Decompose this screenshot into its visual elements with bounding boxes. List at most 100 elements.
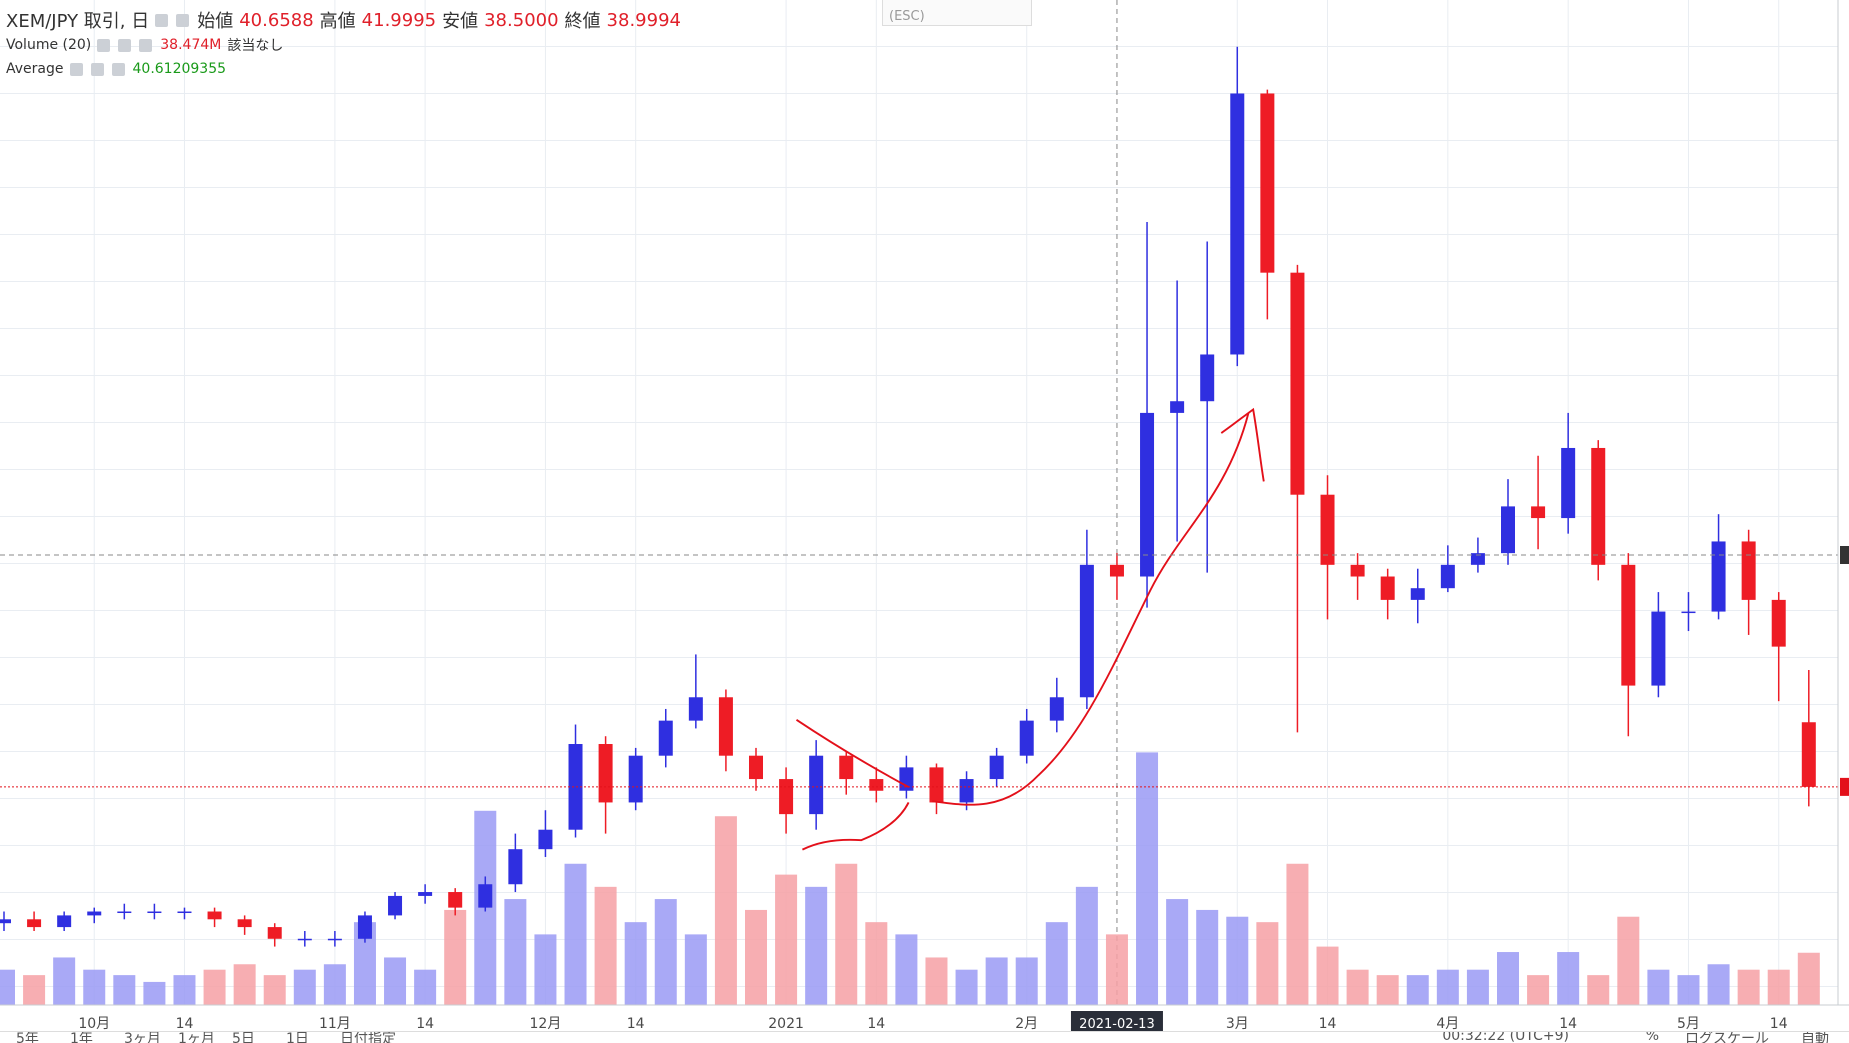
candle-body xyxy=(1350,564,1365,577)
candle-body xyxy=(1380,576,1395,600)
volume-bar xyxy=(323,964,346,1005)
candle-body xyxy=(327,938,342,941)
volume-bar xyxy=(1045,922,1068,1005)
icon[interactable] xyxy=(118,38,132,52)
volume-bar xyxy=(564,863,587,1005)
volume-bar xyxy=(1557,952,1580,1005)
open-label: 始値 xyxy=(197,11,234,32)
volume-bar xyxy=(805,886,828,1005)
x-tick-label: 12月 xyxy=(530,1016,562,1032)
toolbar-button[interactable]: % xyxy=(1645,1031,1659,1043)
candle-body xyxy=(1801,722,1816,787)
toolbar-button[interactable]: 5年 xyxy=(16,1031,39,1043)
candle-body xyxy=(57,915,72,928)
x-tick-label: 14 xyxy=(627,1016,645,1032)
x-tick-label: 2021-02-13 xyxy=(1079,1017,1155,1032)
icon[interactable] xyxy=(97,38,111,52)
candle-body xyxy=(1170,401,1185,413)
candle-body xyxy=(1320,494,1335,565)
open-value: 40.6588 xyxy=(239,9,314,31)
volume-bar xyxy=(624,922,647,1005)
volume-name[interactable]: Volume (20) xyxy=(6,37,92,53)
volume-bar xyxy=(113,975,136,1005)
toolbar-button[interactable]: 3ヶ月 xyxy=(124,1031,161,1043)
average-name[interactable]: Average xyxy=(6,61,64,77)
toolbar-button[interactable]: 5日 xyxy=(232,1031,255,1043)
volume-bar xyxy=(654,899,677,1005)
volume-bar xyxy=(1346,969,1369,1005)
candle-body xyxy=(1470,553,1485,565)
candle-body xyxy=(749,755,763,780)
high-value: 41.9995 xyxy=(361,9,437,31)
volume-bar xyxy=(925,957,948,1005)
volume-bar xyxy=(1196,909,1219,1005)
tooltip[interactable]: (ESC) xyxy=(882,0,1032,26)
x-tick-label: 14 xyxy=(176,1016,194,1032)
volume-bar xyxy=(203,969,226,1005)
volume-bar xyxy=(173,975,196,1005)
candle-body xyxy=(1109,564,1124,577)
toolbar-button[interactable]: 1ヶ月 xyxy=(178,1031,215,1043)
volume-bar xyxy=(384,957,407,1005)
icon[interactable] xyxy=(155,13,169,27)
candle-body xyxy=(1651,611,1666,686)
candle-body xyxy=(418,892,433,896)
volume-legend: Volume (20) 38.474M 該当なし xyxy=(6,35,283,55)
volume-bar xyxy=(83,969,106,1005)
candle-body xyxy=(628,755,643,803)
annotation-stroke xyxy=(795,719,910,788)
candle-body xyxy=(1741,541,1756,600)
candle-body xyxy=(388,895,403,916)
candle-body xyxy=(478,884,493,908)
toolbar-button[interactable]: 日付指定 xyxy=(340,1031,396,1043)
volume-ma: 該当なし xyxy=(227,38,284,54)
volume-bar xyxy=(1497,952,1519,1005)
icon[interactable] xyxy=(111,62,125,76)
candle-body xyxy=(839,755,854,780)
x-tick-label: 14 xyxy=(1559,1016,1577,1032)
icon[interactable] xyxy=(139,38,153,52)
candle-body xyxy=(1711,541,1726,612)
candle-body xyxy=(989,755,1004,780)
toolbar-button[interactable]: 1年 xyxy=(70,1031,93,1043)
low-value: 38.5000 xyxy=(484,9,559,31)
volume-bar xyxy=(985,957,1008,1005)
volume-bar xyxy=(1587,975,1610,1005)
candle-body xyxy=(1230,93,1245,355)
volume-bar xyxy=(233,964,256,1005)
toolbar-button[interactable]: 1日 xyxy=(286,1031,309,1043)
x-tick-label: 14 xyxy=(867,1016,885,1032)
volume-bar xyxy=(1647,969,1670,1005)
annotation-stroke xyxy=(801,801,910,851)
x-tick-label: 3月 xyxy=(1226,1016,1249,1032)
average-value: 40.61209355 xyxy=(132,61,227,77)
volume-bar xyxy=(865,922,888,1005)
symbol[interactable]: XEM/JPY 取引, 日 xyxy=(6,11,150,32)
volume-bar xyxy=(1015,957,1038,1005)
candle-body xyxy=(1290,272,1305,495)
x-tick-label: 14 xyxy=(416,1016,434,1032)
high-label: 高値 xyxy=(319,11,356,32)
toolbar-button[interactable]: ログスケール xyxy=(1685,1031,1769,1043)
x-tick-label: 2021 xyxy=(768,1016,804,1032)
volume-bar xyxy=(955,969,978,1005)
volume-bar xyxy=(1707,964,1730,1005)
candle-body xyxy=(568,744,583,830)
candle-body xyxy=(1591,447,1606,565)
volume-bar xyxy=(293,969,316,1005)
x-tick-label: 14 xyxy=(1319,1016,1337,1032)
last-price-box xyxy=(1840,777,1849,796)
close-label: 終値 xyxy=(564,11,601,32)
candle-body xyxy=(1079,564,1094,698)
toolbar-button[interactable]: 00:32:22 (UTC+9) xyxy=(1442,1031,1569,1043)
icon[interactable] xyxy=(69,62,83,76)
toolbar-button[interactable]: 自動 xyxy=(1801,1031,1829,1043)
candle-body xyxy=(1681,611,1696,614)
volume-value: 38.474M xyxy=(160,37,222,53)
volume-bar xyxy=(1226,916,1249,1005)
icon[interactable] xyxy=(90,62,104,76)
volume-bar xyxy=(775,874,798,1005)
icon[interactable] xyxy=(176,13,190,27)
